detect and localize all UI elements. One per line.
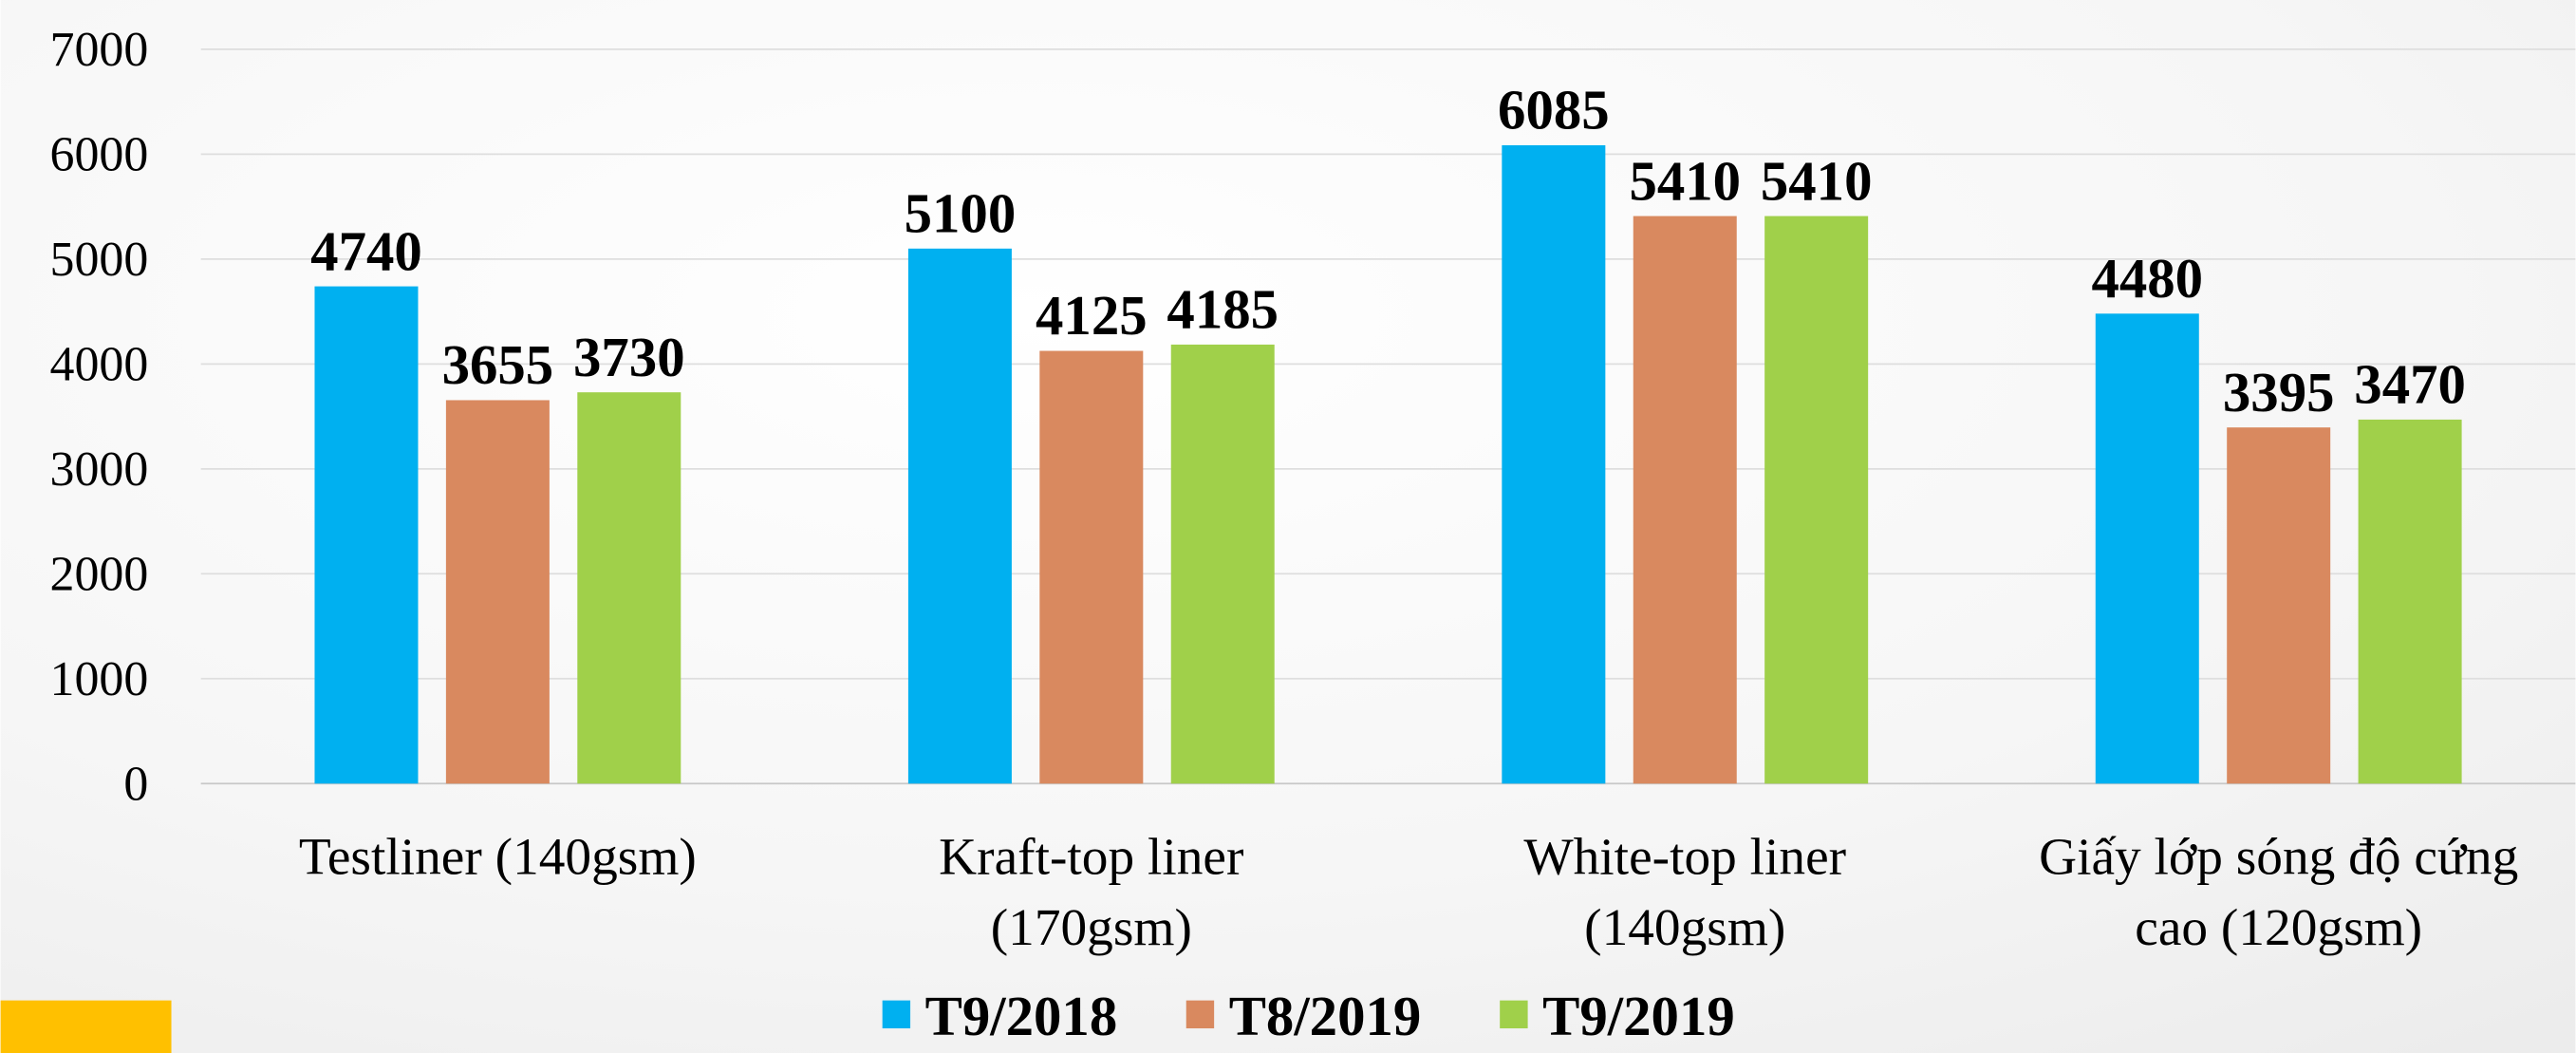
- bar: [2358, 419, 2462, 784]
- x-tick-label: Giấy lớp sóng độ cứng cao (120gsm): [2039, 827, 2518, 955]
- bar: [445, 400, 550, 784]
- data-label: 4125: [1036, 285, 1148, 347]
- legend-label: T8/2019: [1229, 986, 1422, 1047]
- bar: [1764, 216, 1869, 784]
- legend-swatch: [1500, 1000, 1528, 1029]
- bar: [1170, 344, 1275, 784]
- bar: [314, 286, 419, 784]
- x-tick-label: Testliner (140gsm): [299, 827, 697, 885]
- y-tick-label: 3000: [50, 442, 149, 497]
- bar: [1039, 350, 1144, 784]
- bar: [1633, 216, 1737, 784]
- data-label: 4480: [2091, 248, 2203, 310]
- data-label: 5100: [905, 183, 1017, 245]
- y-tick-label: 6000: [50, 128, 149, 182]
- legend-label: T9/2019: [1542, 986, 1735, 1047]
- bar: [2095, 313, 2199, 784]
- data-label: 3655: [442, 334, 554, 396]
- x-tick-label: White-top liner (140gsm): [1523, 827, 1846, 955]
- data-label: 3730: [573, 327, 685, 388]
- bar: [577, 392, 681, 784]
- bar: [2227, 427, 2331, 784]
- legend-swatch: [1185, 1000, 1215, 1029]
- y-tick-label: 1000: [50, 652, 149, 706]
- legend-swatch: [882, 1000, 911, 1029]
- legend-label: T9/2018: [925, 986, 1118, 1047]
- y-tick-label: 0: [123, 758, 148, 812]
- bar: [907, 248, 1012, 784]
- data-label: 5410: [1761, 150, 1873, 212]
- y-tick-label: 2000: [50, 548, 149, 602]
- data-label: 3395: [2223, 362, 2335, 423]
- x-tick-label: Kraft-top liner (170gsm): [939, 827, 1243, 955]
- data-label: 5410: [1629, 150, 1741, 212]
- decoration: [0, 1000, 172, 1053]
- data-label: 6085: [1498, 80, 1610, 141]
- data-label: 4185: [1167, 279, 1279, 341]
- y-tick-label: 5000: [50, 233, 149, 287]
- data-label: 3470: [2354, 354, 2466, 416]
- y-tick-label: 7000: [50, 23, 149, 77]
- y-tick-label: 4000: [50, 338, 149, 392]
- data-label: 4740: [310, 220, 422, 282]
- bar: [1502, 144, 1606, 784]
